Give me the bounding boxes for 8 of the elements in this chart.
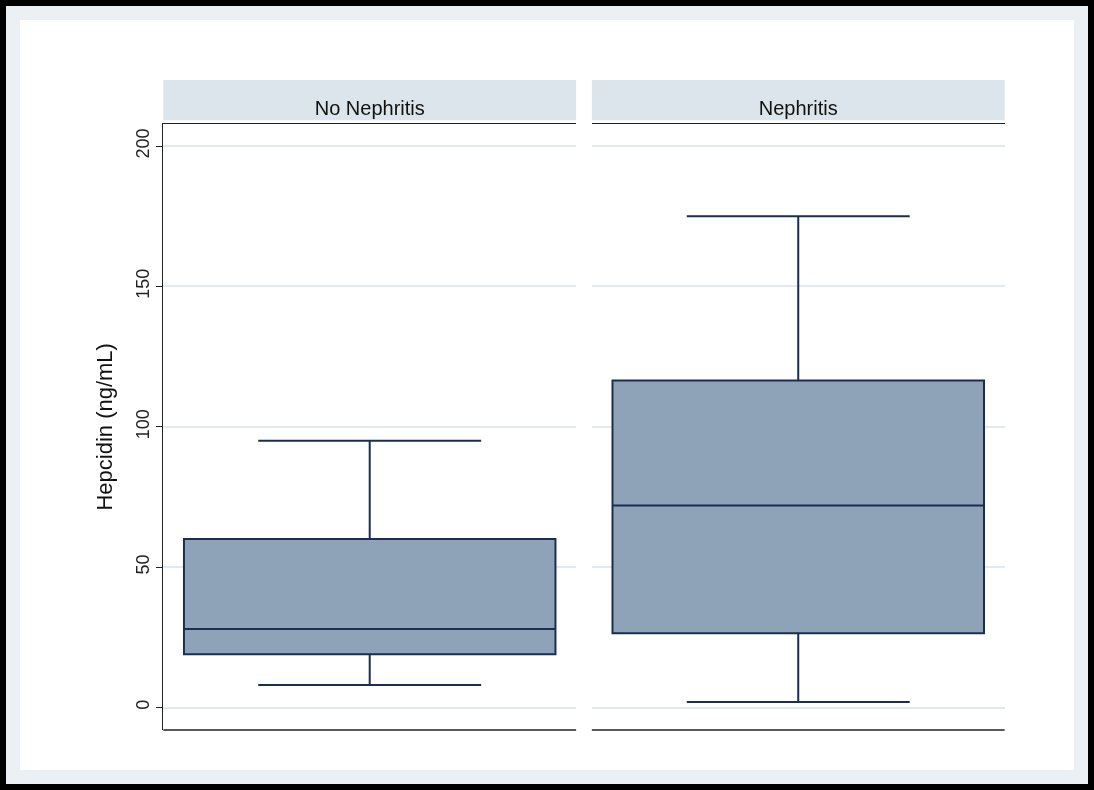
x-tick-label: Nephritis: [758, 96, 838, 119]
y-tick-label: 50: [133, 554, 154, 575]
y-tick-label: 150: [133, 268, 154, 299]
y-tick-label: 100: [133, 409, 154, 440]
y-tick-label: 0: [133, 699, 154, 710]
y-axis-title: Hepcidin (ng/mL): [91, 343, 117, 511]
y-tick-label: 200: [133, 128, 154, 159]
x-tick-label: No Nephritis: [314, 96, 425, 119]
